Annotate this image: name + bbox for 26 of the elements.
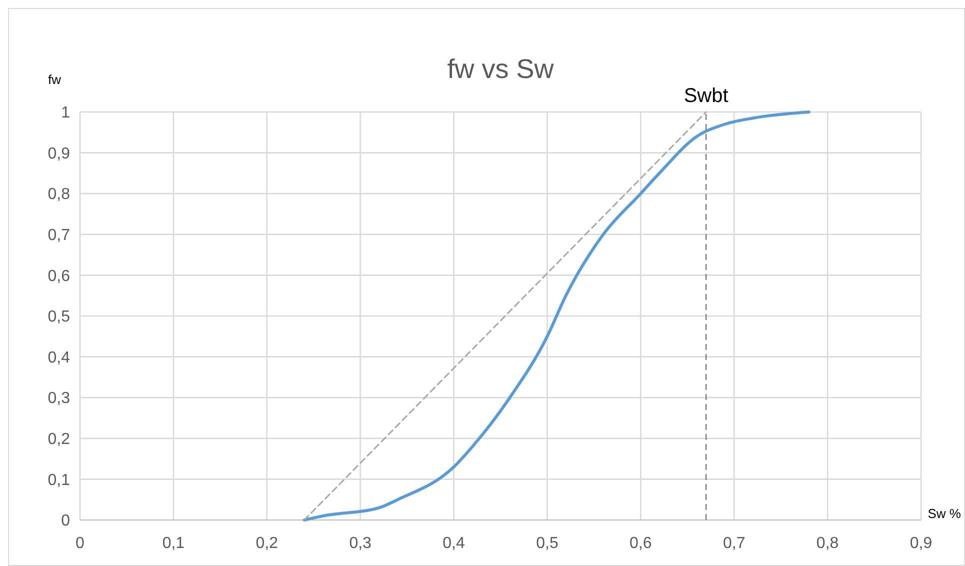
x-tick-label: 0,8 bbox=[816, 535, 839, 552]
x-tick-label: 0,9 bbox=[910, 535, 932, 552]
x-tick-label: 0,6 bbox=[630, 535, 652, 552]
y-tick-label: 0 bbox=[61, 512, 70, 530]
x-tick-label: 0 bbox=[76, 535, 85, 552]
ref-line-label: Swbt bbox=[684, 85, 729, 107]
y-tick-label: 0,4 bbox=[48, 349, 70, 366]
x-tick-label: 0,2 bbox=[256, 535, 278, 552]
y-tick-label: 0,7 bbox=[48, 227, 70, 244]
y-tick-label: 1 bbox=[61, 104, 70, 122]
y-tick-label: 0,8 bbox=[48, 186, 70, 204]
y-tick-label: 0,2 bbox=[48, 431, 70, 448]
chart-title: fw vs Sw bbox=[447, 54, 554, 84]
x-tick-label: 0,4 bbox=[442, 535, 465, 552]
y-tick-label: 0,3 bbox=[48, 390, 70, 408]
x-tick-label: 0,7 bbox=[722, 535, 746, 552]
y-axis-title: fw bbox=[48, 72, 62, 87]
line-series bbox=[302, 110, 810, 522]
x-axis-title: Sw % bbox=[928, 506, 962, 521]
y-tick-label: 0,9 bbox=[48, 145, 70, 162]
x-tick-label: 0,5 bbox=[536, 535, 558, 552]
y-tick-label: 0,5 bbox=[48, 308, 70, 326]
x-tick-label: 0,3 bbox=[349, 535, 372, 552]
y-tick-label: 0,6 bbox=[48, 268, 70, 285]
y-tick-label: 0,1 bbox=[48, 472, 70, 489]
x-tick-label: 0,1 bbox=[162, 535, 185, 552]
